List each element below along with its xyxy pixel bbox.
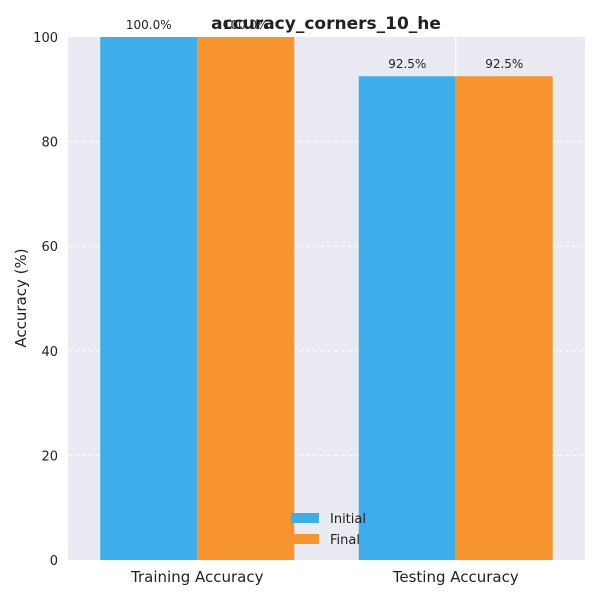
legend-label: Initial bbox=[330, 512, 366, 527]
y-tick-label: 20 bbox=[41, 449, 58, 464]
bar-final-2 bbox=[455, 76, 553, 560]
y-tick-label: 100 bbox=[33, 31, 58, 46]
chart-title: accuracy_corners_10_he bbox=[211, 14, 441, 34]
x-tick-label: Training Accuracy bbox=[130, 568, 264, 586]
y-tick-labels: 0 20 40 60 80 100 bbox=[33, 31, 58, 569]
bar-value-label: 92.5% bbox=[388, 57, 426, 71]
bar-value-label: 100.0% bbox=[126, 18, 172, 32]
bars bbox=[100, 37, 553, 560]
bar-initial-2 bbox=[358, 76, 456, 560]
x-tick-labels: Training Accuracy Testing Accuracy bbox=[130, 568, 519, 586]
bar-final-1 bbox=[197, 37, 295, 560]
legend-swatch-initial bbox=[291, 513, 319, 523]
bar-value-label: 92.5% bbox=[485, 57, 523, 71]
legend: Initial Final bbox=[291, 512, 366, 548]
x-tick-label: Testing Accuracy bbox=[392, 568, 519, 586]
bar-labels: 100.0% 100.0% 92.5% 92.5% bbox=[126, 18, 523, 71]
bar-initial-1 bbox=[100, 37, 198, 560]
y-tick-label: 80 bbox=[41, 136, 58, 151]
y-axis-label: Accuracy (%) bbox=[12, 248, 30, 347]
legend-swatch-final bbox=[291, 534, 319, 544]
legend-label: Final bbox=[330, 533, 360, 548]
bar-value-label: 100.0% bbox=[223, 18, 269, 32]
y-tick-label: 40 bbox=[41, 345, 58, 360]
y-tick-label: 0 bbox=[50, 554, 58, 569]
y-tick-label: 60 bbox=[41, 240, 58, 255]
